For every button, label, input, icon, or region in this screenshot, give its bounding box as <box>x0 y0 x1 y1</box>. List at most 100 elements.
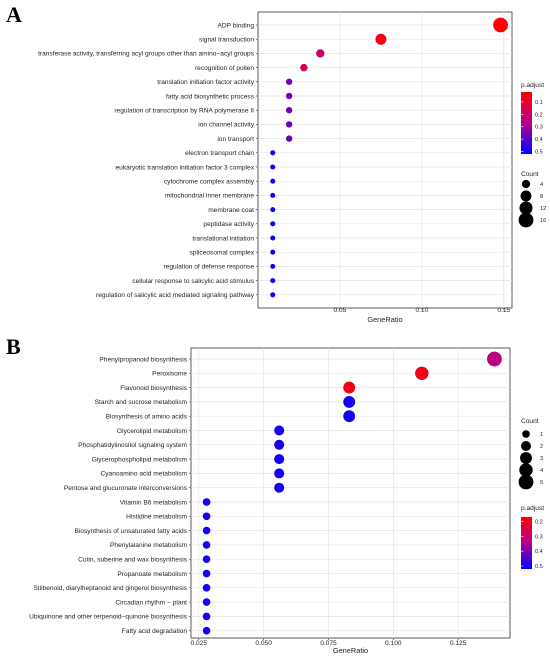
category-label: eukaryotic translation initiation factor… <box>115 164 254 171</box>
data-point <box>493 17 508 33</box>
color-legend-label: 0.1 <box>535 100 543 106</box>
category-label: peptidase activity <box>203 221 254 228</box>
data-point <box>270 263 276 269</box>
size-legend-label: 8 <box>540 194 543 200</box>
data-point <box>300 63 308 72</box>
data-point <box>202 541 211 549</box>
size-legend-dot <box>521 179 531 189</box>
data-point <box>270 207 276 213</box>
data-point <box>285 121 293 128</box>
category-label: Phenylpropanoid biosynthesis <box>99 356 187 363</box>
data-point <box>415 366 429 381</box>
size-legend-label: 4 <box>540 468 543 474</box>
data-point <box>270 164 276 170</box>
data-point <box>202 626 211 635</box>
color-legend-label: 0.2 <box>535 519 543 525</box>
color-legend-label: 0.2 <box>535 112 543 118</box>
category-label: translational initiation <box>192 235 254 242</box>
data-point <box>274 454 285 465</box>
category-label: regulation of defense response <box>163 264 254 271</box>
category-label: Vitamin B6 metabolism <box>120 499 188 506</box>
data-point <box>270 235 276 241</box>
category-label: mitochondrial inner membrane <box>165 193 254 200</box>
plot-frame <box>257 11 513 309</box>
data-point <box>270 221 276 227</box>
chart-b: Phenylpropanoid biosynthesis Peroxisome Fl… <box>29 347 544 655</box>
category-label: Glycerophospholipid metabolism <box>92 456 188 463</box>
x-tick-label: 0.025 <box>191 640 208 647</box>
size-legend-label: 16 <box>540 218 546 224</box>
data-point <box>202 526 211 535</box>
data-point <box>202 583 211 592</box>
category-label: Stilbenoid, diarylheptanoid and gingerol… <box>33 585 187 592</box>
category-label: Cyanoamino acid metabolism <box>101 471 188 478</box>
size-legend-dot <box>518 212 534 228</box>
size-legend-dot <box>518 474 534 490</box>
category-label: electron transport chain <box>185 150 254 157</box>
size-legend-dot <box>519 463 533 477</box>
chart-a: ADP binding signal transduction transferas… <box>38 11 546 324</box>
data-point <box>202 569 211 578</box>
category-label: ADP binding <box>217 22 254 29</box>
category-label: Glycerolipid metabolism <box>117 428 187 435</box>
data-point <box>487 351 502 367</box>
category-label: recognition of pollen <box>195 65 254 72</box>
size-legend-dot <box>522 430 530 438</box>
category-label: membrane coat <box>208 207 254 214</box>
size-legend-label: 3 <box>540 456 543 462</box>
data-point <box>375 33 387 45</box>
size-legend-label: 5 <box>540 480 543 486</box>
category-label: Ubiquinone and other terpenoid−quinone b… <box>29 614 188 621</box>
category-label: Fatty acid degradation <box>122 628 188 635</box>
data-point <box>270 278 276 284</box>
category-label: translation initiation factor activity <box>157 79 254 86</box>
color-legend-title: p.adjust <box>521 505 544 512</box>
category-label: transferase activity, transferring acyl … <box>38 51 255 58</box>
size-legend-label: 12 <box>540 206 546 212</box>
size-legend-dot <box>520 190 532 202</box>
data-point <box>270 292 276 298</box>
category-label: Cutin, suberine and wax biosynthesis <box>78 557 188 564</box>
category-label: Biosynthesis of unsaturated fatty acids <box>74 528 187 535</box>
color-legend-bar <box>521 92 532 154</box>
size-legend-label: 4 <box>540 182 543 188</box>
size-legend-dot <box>520 440 532 452</box>
category-label: Pentose and glucuronate interconversions <box>64 485 188 492</box>
category-label: ion transport <box>217 136 254 143</box>
color-legend-label: 0.3 <box>535 534 543 540</box>
x-axis-label: GeneRatio <box>367 315 402 324</box>
x-tick-label: 0.05 <box>334 307 347 314</box>
data-point <box>202 512 211 521</box>
data-point <box>274 425 285 436</box>
color-legend-label: 0.5 <box>535 150 543 156</box>
category-label: Circadian rhythm − plant <box>115 599 187 606</box>
size-legend-title: Count <box>521 171 539 178</box>
size-legend-dot <box>519 201 533 215</box>
category-label: cellular response to salicylic acid stim… <box>132 278 254 285</box>
category-label: ion channel activity <box>198 122 254 129</box>
category-label: Starch and sucrose metabolism <box>95 399 188 406</box>
category-label: Flavonoid biosynthesis <box>120 385 187 392</box>
data-point <box>270 178 276 184</box>
data-point <box>343 395 356 408</box>
data-point <box>285 78 293 85</box>
category-label: spliceosomal complex <box>190 250 255 257</box>
color-legend-bar <box>521 517 532 569</box>
size-legend-title: Count <box>521 418 539 425</box>
category-label: Propanoate metabolism <box>117 571 187 578</box>
data-point <box>202 598 211 606</box>
panel-a-label: A <box>6 2 22 27</box>
category-label: Peroxisome <box>152 371 187 378</box>
category-label: cytochrome complex assembly <box>164 179 255 186</box>
data-point <box>274 482 285 493</box>
data-point <box>202 612 211 621</box>
data-point <box>270 150 276 156</box>
size-legend-label: 1 <box>540 432 543 438</box>
x-tick-label: 0.15 <box>497 307 510 314</box>
color-legend-label: 0.3 <box>535 125 543 131</box>
category-label: Phenylalanine metabolism <box>110 542 187 549</box>
x-tick-label: 0.075 <box>320 640 337 647</box>
category-label: Phosphatidylinositol signaling system <box>78 442 187 449</box>
category-label: Histidine metabolism <box>126 514 187 521</box>
